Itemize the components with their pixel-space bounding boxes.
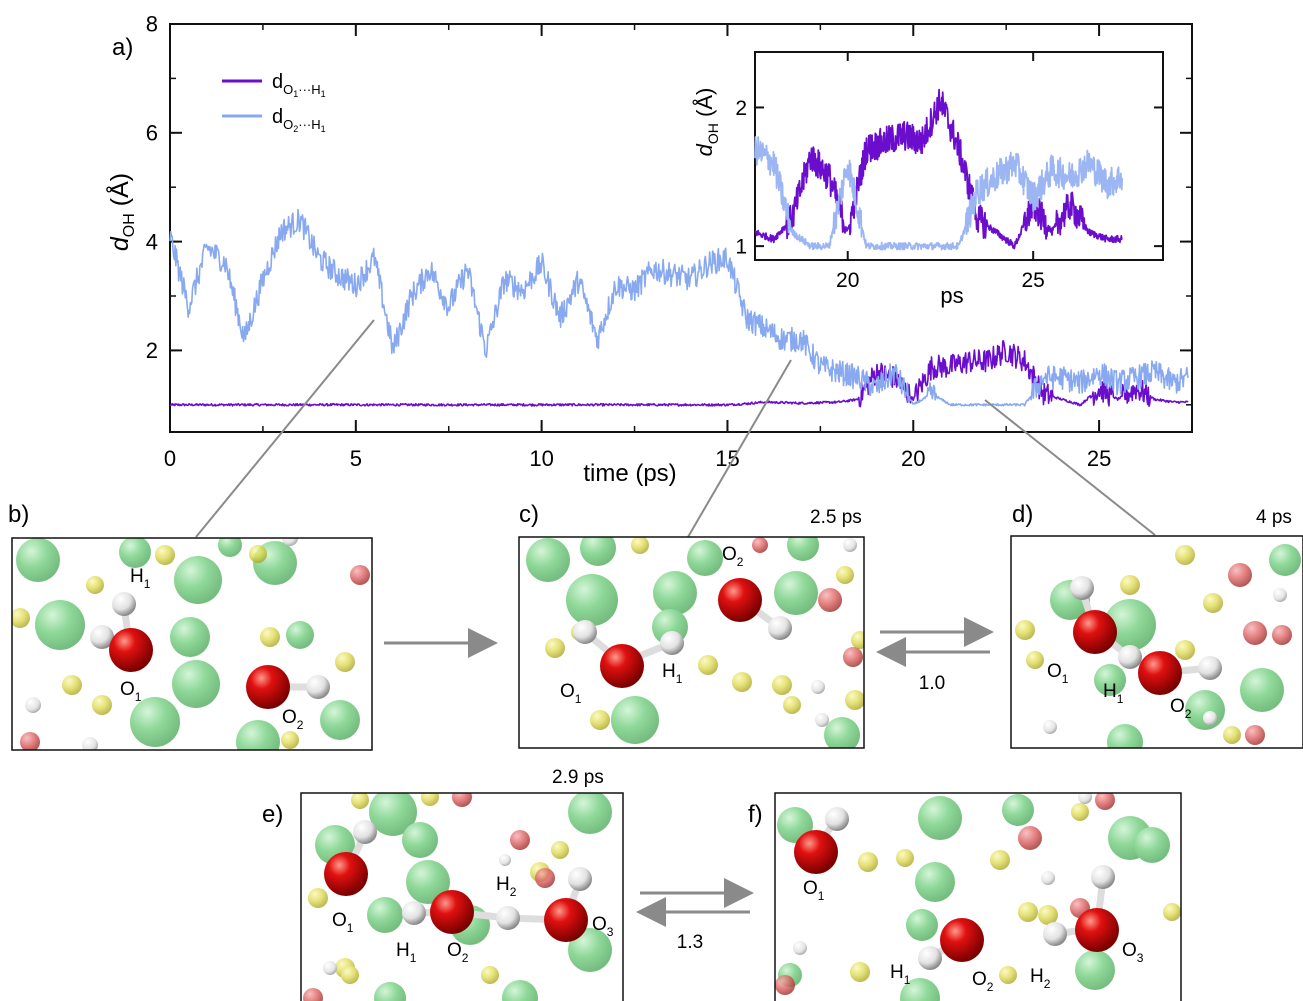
panel-label-a: a) bbox=[112, 34, 133, 61]
panel-label-c: c) bbox=[519, 501, 539, 528]
time-label-d: 4 ps bbox=[1256, 507, 1292, 528]
connector-b bbox=[195, 319, 375, 538]
main-y-ticks: 2 4 6 8 bbox=[146, 12, 1192, 406]
inset-plot: 20 25 12 ps dOH (Å) bbox=[692, 51, 1164, 308]
x-tick-label: 10 bbox=[529, 446, 553, 471]
inset-y-axis-label: dOH (Å) bbox=[692, 88, 721, 157]
x-tick-label: 5 bbox=[350, 446, 362, 471]
panel-label-d: d) bbox=[1012, 501, 1033, 528]
rate-label-ef: 1.3 bbox=[677, 932, 703, 953]
snapshot-e: O1 H1 O2 H2 O3 bbox=[300, 792, 624, 1001]
x-tick-label: 20 bbox=[836, 269, 859, 292]
connector-d bbox=[984, 399, 1156, 536]
connector-c bbox=[687, 359, 792, 538]
time-label-e: 2.9 ps bbox=[552, 767, 604, 788]
series-line-1 bbox=[754, 88, 1123, 250]
main-y-axis-label: dOH (Å) bbox=[104, 173, 138, 251]
main-plot-frame bbox=[169, 23, 1193, 433]
series-line-2 bbox=[754, 136, 1124, 251]
legend-label-o1h1: dO1···H1 bbox=[272, 71, 326, 99]
y-tick-label: 6 bbox=[146, 121, 158, 146]
series-line-1 bbox=[169, 340, 1189, 408]
panel-label-f: f) bbox=[748, 801, 763, 828]
connector-lines bbox=[195, 319, 1156, 538]
x-tick-label: 20 bbox=[901, 446, 925, 471]
series-line-2 bbox=[169, 208, 1190, 407]
main-series bbox=[169, 208, 1190, 408]
inset-x-ticks: 20 25 bbox=[836, 52, 1045, 292]
x-tick-label: 25 bbox=[1087, 446, 1111, 471]
x-tick-label: 15 bbox=[715, 446, 739, 471]
snapshot-c: O2 O1 H1 bbox=[518, 536, 865, 749]
main-x-ticks: 0 5 10 15 20 25 bbox=[164, 24, 1193, 471]
inset-series bbox=[754, 88, 1124, 251]
snapshot-b: H1 O1 O2 bbox=[11, 537, 373, 751]
x-tick-label: 0 bbox=[164, 446, 176, 471]
time-label-c: 2.5 ps bbox=[810, 507, 862, 528]
panel-label-e: e) bbox=[262, 801, 283, 828]
y-tick-label: 2 bbox=[146, 338, 158, 363]
rate-label-cd: 1.0 bbox=[919, 673, 945, 694]
y-tick-label: 2 bbox=[735, 97, 747, 120]
main-x-axis-label: time (ps) bbox=[583, 460, 676, 487]
snapshot-f: O1 H1 O2 H2 O3 bbox=[774, 792, 1182, 1001]
panel-label-b: b) bbox=[8, 501, 29, 528]
main-legend: dO1···H1 dO2···H1 bbox=[222, 71, 326, 134]
y-tick-label: 8 bbox=[146, 12, 158, 37]
inset-x-axis-label: ps bbox=[940, 283, 963, 308]
legend-label-o2h1: dO2···H1 bbox=[272, 106, 326, 134]
y-tick-label: 1 bbox=[735, 235, 747, 258]
snapshot-d: O1 H1 O2 bbox=[1010, 535, 1303, 749]
inset-y-ticks: 12 bbox=[735, 97, 1163, 258]
x-tick-label: 25 bbox=[1022, 269, 1045, 292]
y-tick-label: 4 bbox=[146, 229, 158, 254]
